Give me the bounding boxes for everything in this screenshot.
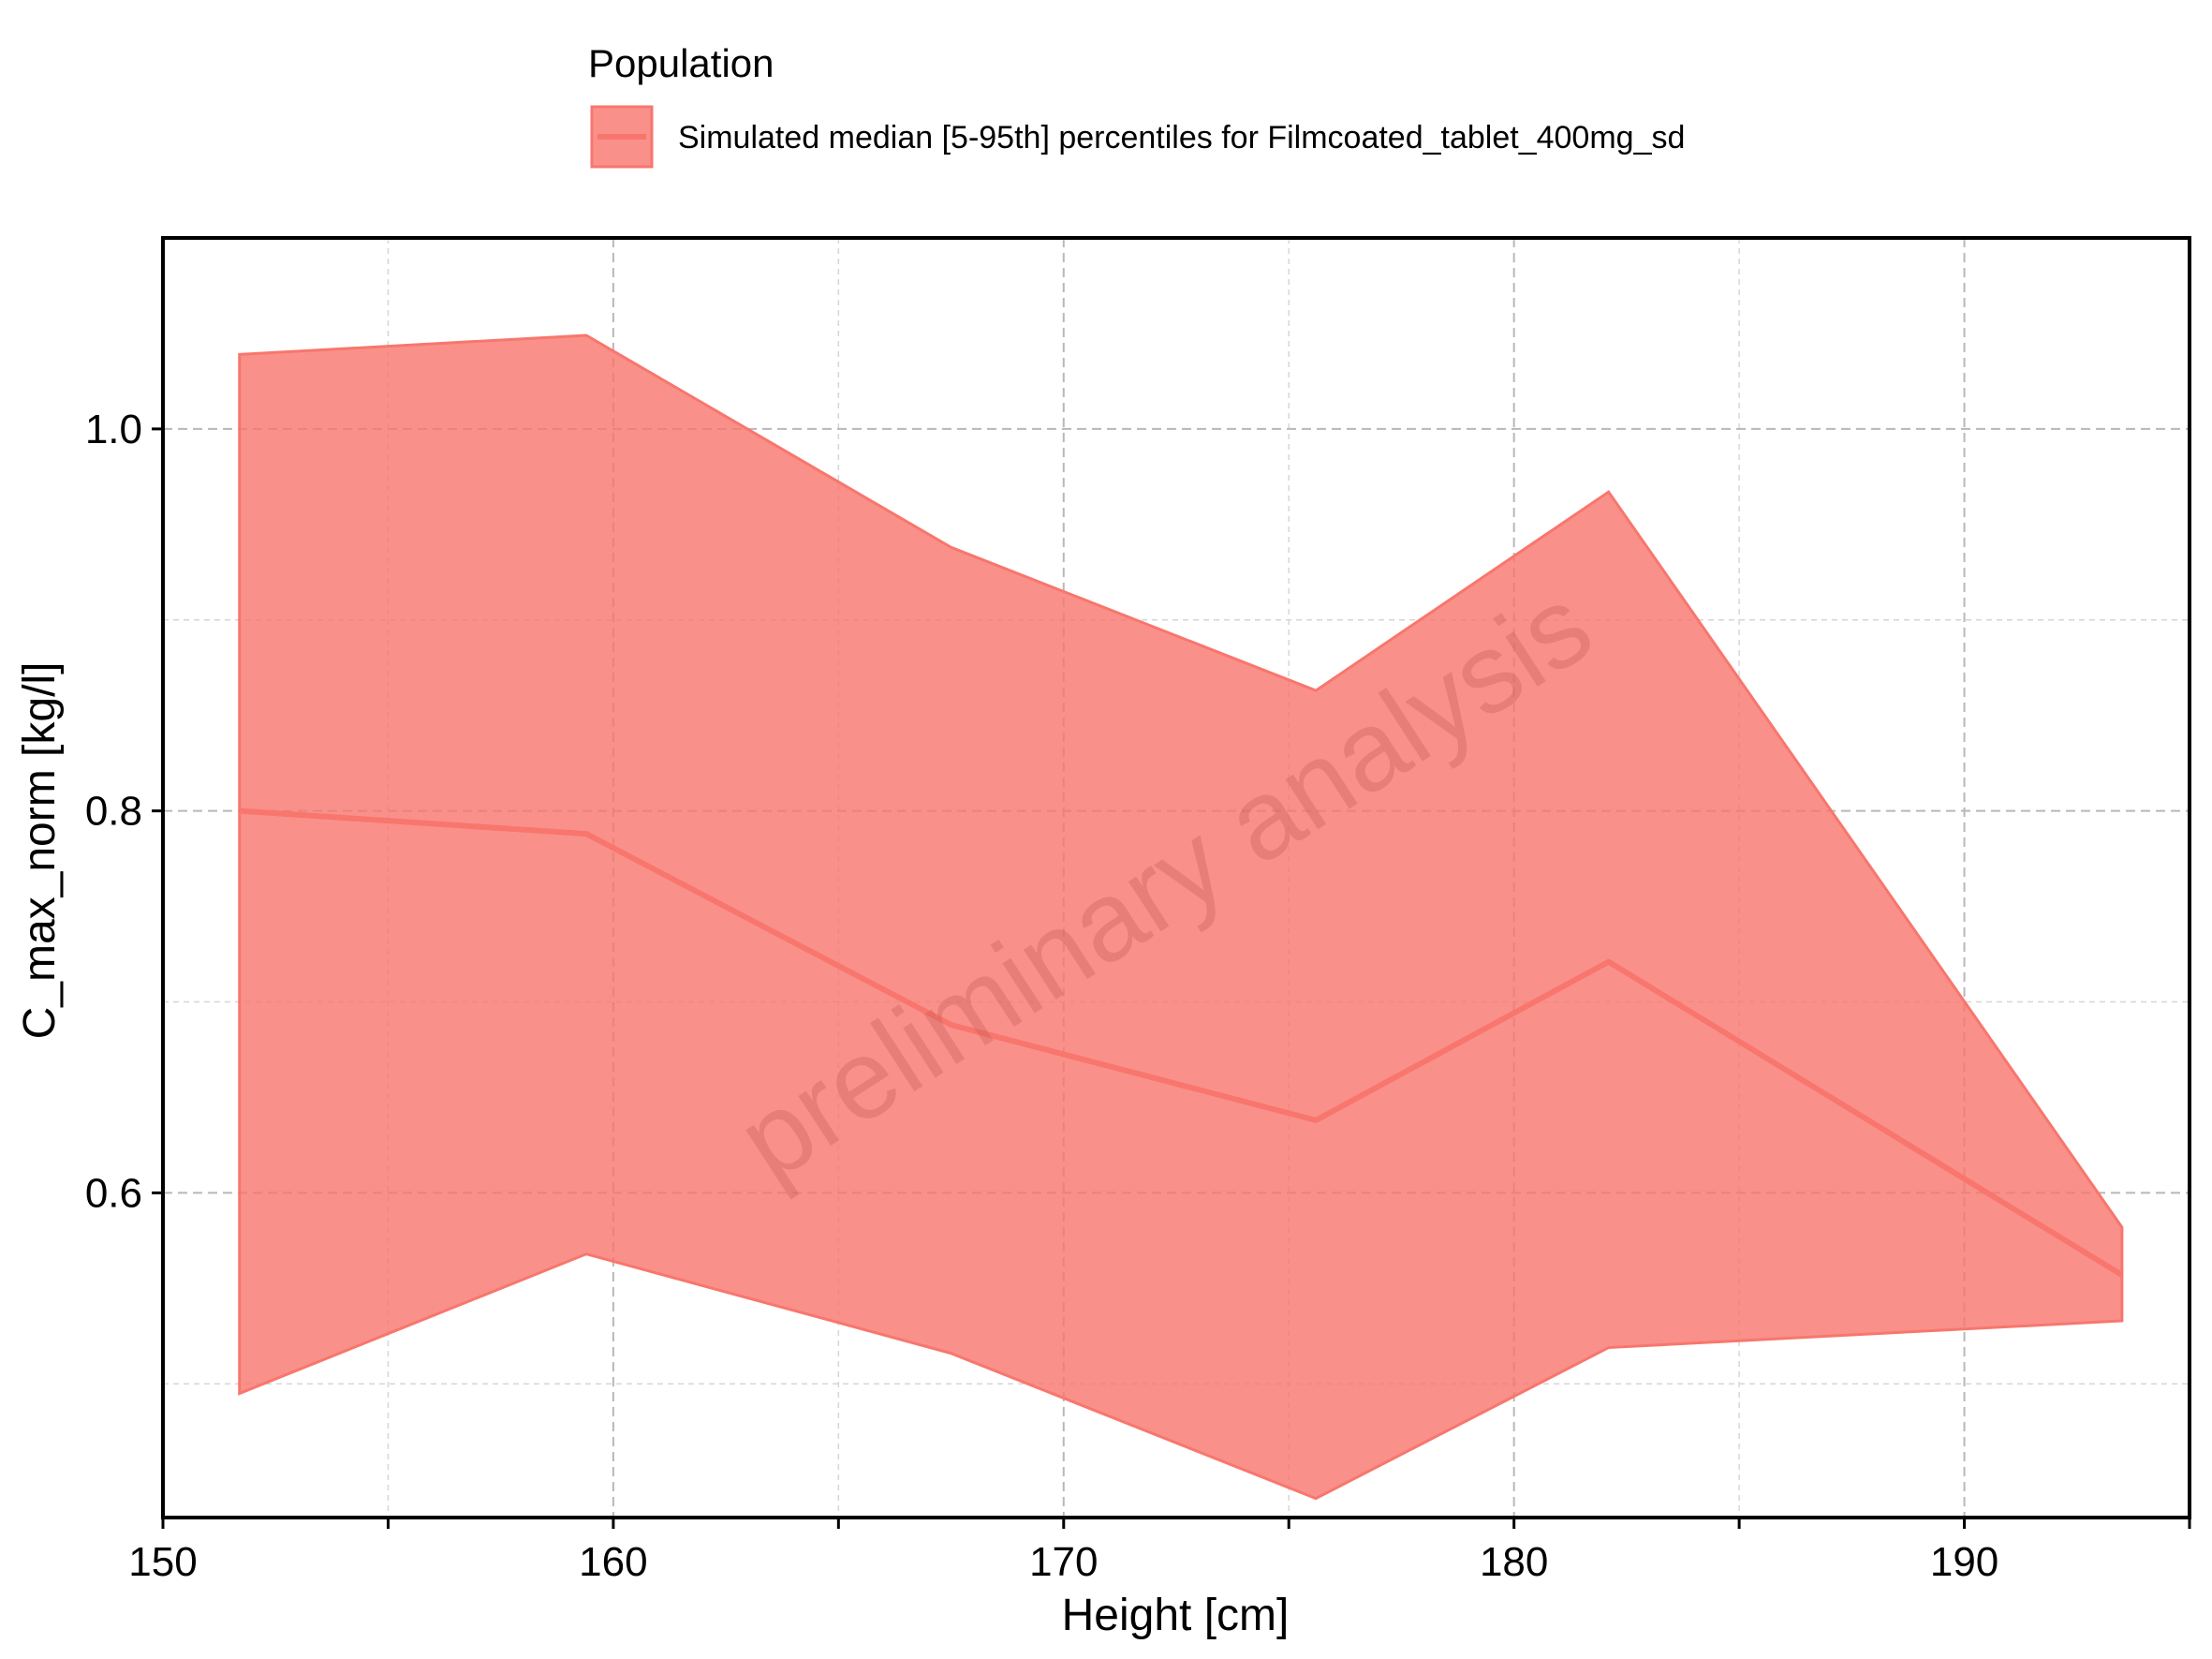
panel-border <box>161 236 2191 1519</box>
legend: Population Simulated median [5-95th] per… <box>588 41 1685 169</box>
x-tick-label: 150 <box>128 1539 197 1585</box>
plot-area <box>238 333 2124 1501</box>
median-line <box>239 807 2124 1278</box>
x-axis-title: Height [cm] <box>1062 1591 1290 1640</box>
axes: 150 160 170 180 190 0.6 0.8 1.0 <box>85 407 2191 1585</box>
legend-title: Population <box>588 41 774 85</box>
x-tick-label: 160 <box>579 1539 647 1585</box>
y-axis-title: C_max_norm [kg/l] <box>15 662 65 1040</box>
x-tick-label: 190 <box>1930 1539 1998 1585</box>
y-tick-label: 0.6 <box>85 1170 142 1216</box>
y-tick-label: 0.8 <box>85 789 142 835</box>
y-tick-label: 1.0 <box>85 407 142 452</box>
percentile-ribbon <box>238 333 2124 1501</box>
x-tick-label: 180 <box>1480 1539 1548 1585</box>
legend-entry-label: Simulated median [5-95th] percentiles fo… <box>678 120 1685 156</box>
x-tick-label: 170 <box>1029 1539 1098 1585</box>
